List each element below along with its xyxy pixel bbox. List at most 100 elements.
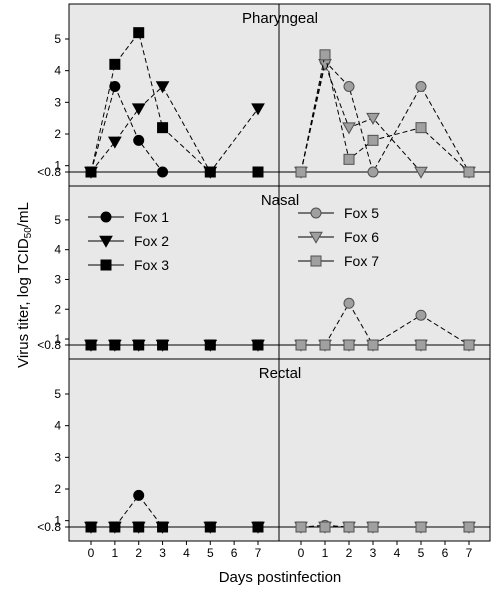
panel-title: Nasal xyxy=(261,192,299,209)
y-tick-label: 4 xyxy=(54,419,61,433)
data-point xyxy=(319,521,331,533)
data-point xyxy=(415,81,427,92)
y-tick-label: 2 xyxy=(54,482,61,496)
y-tick-label: 2 xyxy=(54,302,61,316)
data-point xyxy=(343,81,355,92)
legend-item: Fox 3 xyxy=(88,257,169,273)
x-tick-label: 2 xyxy=(346,546,353,560)
data-point xyxy=(133,339,145,351)
y-tick-label: 4 xyxy=(54,243,61,257)
panel-pharyngeal: <0.81 2 3 4 5 Pharyngeal xyxy=(37,3,491,187)
series-line xyxy=(90,85,259,173)
data-point xyxy=(319,339,331,351)
subplot-right xyxy=(279,49,490,179)
x-tick-label: 5 xyxy=(207,546,214,560)
data-point xyxy=(415,122,427,134)
subplot-right xyxy=(279,297,490,352)
data-point xyxy=(85,339,97,351)
series-fox-3 xyxy=(85,521,264,533)
x-tick-label: 3 xyxy=(370,546,377,560)
y-tick-label: 3 xyxy=(54,95,61,109)
data-point xyxy=(109,521,121,533)
series-line xyxy=(300,54,470,173)
series-fox-7 xyxy=(295,339,475,351)
data-point xyxy=(251,103,265,116)
data-point xyxy=(343,339,355,351)
legend-marker xyxy=(309,231,323,244)
data-point xyxy=(133,27,145,39)
data-point xyxy=(133,489,145,501)
data-point xyxy=(295,166,307,178)
data-point xyxy=(204,166,216,178)
legend-label: Fox 7 xyxy=(344,253,379,269)
legend-marker xyxy=(100,259,112,271)
legend-item: Fox 6 xyxy=(298,229,379,245)
legend-label: Fox 3 xyxy=(134,257,169,273)
x-tick-label: 4 xyxy=(394,546,401,560)
data-point xyxy=(367,166,379,178)
x-tick-label: 7 xyxy=(466,546,473,560)
series-fox-3 xyxy=(85,339,264,351)
legend-label: Fox 5 xyxy=(344,205,379,221)
data-point xyxy=(414,166,428,179)
data-point xyxy=(157,339,169,351)
data-point xyxy=(415,339,427,351)
data-point xyxy=(107,136,122,149)
y-axis-label: Virus titer, log TCID50/mL xyxy=(15,202,34,368)
data-point xyxy=(415,309,427,321)
data-point xyxy=(463,339,475,351)
panel-title: Rectal xyxy=(259,365,302,382)
legend-label: Fox 6 xyxy=(344,229,379,245)
data-point xyxy=(415,521,427,533)
series-line xyxy=(300,62,469,173)
data-point xyxy=(463,166,475,178)
legend-item: Fox 2 xyxy=(88,233,169,249)
subplot-right: 0 1 2 3 4 5 6 7 xyxy=(279,519,490,560)
legend-item: Fox 7 xyxy=(298,253,379,269)
y-tick-label: 2 xyxy=(54,127,61,141)
x-tick-label: 1 xyxy=(322,546,329,560)
series-fox-3 xyxy=(85,27,264,178)
data-point xyxy=(109,58,121,70)
x-tick-label: 1 xyxy=(112,546,119,560)
data-point xyxy=(463,521,475,533)
data-point xyxy=(204,521,216,533)
data-point xyxy=(319,49,331,61)
data-point xyxy=(342,122,356,135)
y-tick-label: 5 xyxy=(54,213,61,227)
data-point xyxy=(85,166,97,178)
data-point xyxy=(252,521,264,533)
panel-nasal: <0.81 2 3 4 5 Nasal xyxy=(37,185,491,360)
series-fox-7 xyxy=(295,521,475,533)
data-point xyxy=(343,297,355,309)
data-point xyxy=(85,521,97,533)
x-tick-label: 4 xyxy=(183,546,190,560)
x-tick-label: 6 xyxy=(442,546,449,560)
data-point xyxy=(157,122,169,134)
x-axis-label: Days postinfection xyxy=(219,569,342,586)
x-tick-label: 7 xyxy=(255,546,262,560)
legend-marker xyxy=(310,255,322,267)
data-point xyxy=(295,339,307,351)
legend-label: Fox 2 xyxy=(134,233,169,249)
y-tick-label: 5 xyxy=(54,387,61,401)
data-point xyxy=(133,134,145,146)
series-line xyxy=(300,60,470,174)
x-tick-label: 0 xyxy=(298,546,305,560)
y-tick-label: 4 xyxy=(54,64,61,78)
legend-item: Fox 1 xyxy=(88,209,169,225)
data-point xyxy=(366,112,380,125)
data-point xyxy=(204,339,216,351)
x-tick-label: 3 xyxy=(159,546,166,560)
y-tick-label: <0.8 xyxy=(37,165,61,179)
data-point xyxy=(157,521,169,533)
data-point xyxy=(252,166,264,178)
y-tick-label: 1 xyxy=(54,159,61,173)
data-point xyxy=(109,81,121,92)
x-tick-label: 2 xyxy=(135,546,142,560)
data-point xyxy=(155,81,170,94)
series-line xyxy=(90,31,258,173)
y-tick-label: 5 xyxy=(54,32,61,46)
